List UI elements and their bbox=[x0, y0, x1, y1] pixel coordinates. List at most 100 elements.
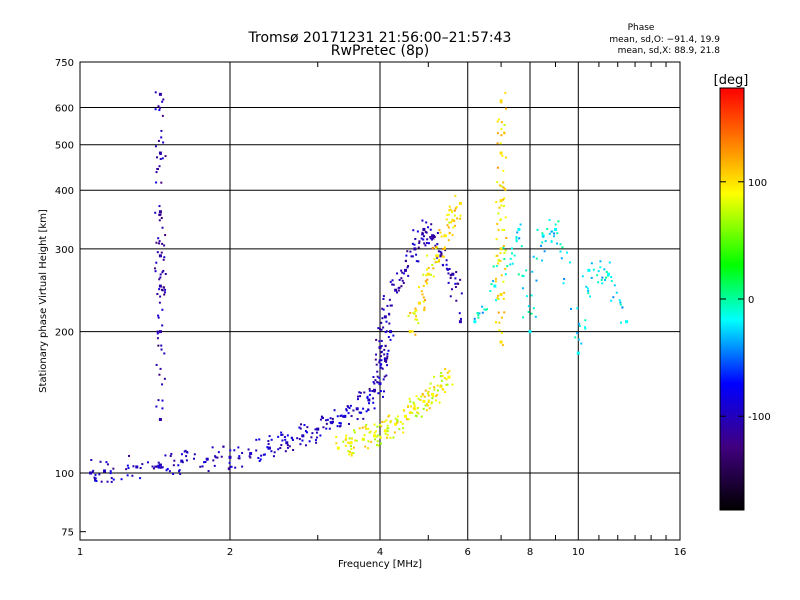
data-point bbox=[379, 442, 382, 445]
data-point bbox=[535, 279, 538, 282]
data-point bbox=[414, 333, 417, 336]
data-point bbox=[495, 265, 498, 268]
data-point bbox=[154, 91, 157, 94]
data-point bbox=[414, 310, 417, 313]
data-point bbox=[522, 275, 525, 278]
data-point bbox=[131, 474, 134, 477]
data-point bbox=[413, 407, 417, 411]
data-point bbox=[389, 280, 392, 283]
data-point bbox=[447, 226, 450, 229]
data-point bbox=[158, 219, 161, 222]
data-point bbox=[367, 447, 370, 450]
data-point bbox=[154, 267, 157, 270]
data-point bbox=[379, 364, 382, 367]
data-point bbox=[241, 451, 244, 454]
data-point bbox=[161, 407, 164, 410]
data-point bbox=[305, 431, 308, 434]
data-point bbox=[416, 407, 419, 410]
data-point bbox=[455, 206, 458, 209]
data-point bbox=[387, 336, 390, 339]
data-point bbox=[584, 327, 587, 330]
data-point bbox=[346, 441, 349, 444]
data-point bbox=[503, 291, 506, 294]
data-point bbox=[373, 407, 376, 410]
data-point bbox=[382, 390, 385, 393]
data-point bbox=[379, 437, 382, 440]
data-point bbox=[329, 417, 332, 420]
data-point bbox=[109, 470, 112, 473]
data-point bbox=[94, 477, 97, 480]
data-point bbox=[433, 386, 436, 389]
data-point bbox=[126, 474, 129, 477]
data-point bbox=[392, 436, 395, 439]
data-point bbox=[550, 240, 553, 243]
data-point bbox=[407, 314, 410, 317]
data-point bbox=[161, 157, 164, 160]
data-point bbox=[376, 434, 379, 437]
colorbar-label: [deg] bbox=[714, 73, 749, 88]
data-point bbox=[368, 402, 371, 405]
data-point bbox=[500, 121, 503, 124]
data-point bbox=[396, 272, 399, 275]
data-point bbox=[478, 312, 481, 315]
data-points bbox=[89, 91, 629, 483]
data-point bbox=[477, 314, 480, 317]
data-point bbox=[415, 395, 418, 398]
data-point bbox=[450, 288, 453, 291]
data-point bbox=[513, 254, 516, 257]
data-point bbox=[388, 322, 391, 325]
data-point bbox=[503, 187, 506, 190]
data-point bbox=[436, 389, 439, 392]
x-tick-label: 16 bbox=[674, 547, 687, 558]
data-point bbox=[421, 219, 424, 222]
data-point bbox=[163, 293, 166, 296]
data-point bbox=[379, 435, 382, 438]
data-point bbox=[427, 226, 430, 229]
data-point bbox=[496, 297, 499, 300]
data-point bbox=[233, 449, 236, 452]
phase-stats-o: mean, sd,O: −91.4, 19.9 bbox=[609, 35, 720, 45]
data-point bbox=[432, 237, 435, 240]
data-point bbox=[433, 258, 436, 261]
data-point bbox=[457, 282, 460, 285]
data-point bbox=[500, 101, 503, 104]
data-point bbox=[375, 353, 378, 356]
data-point bbox=[358, 391, 361, 394]
data-point bbox=[156, 465, 159, 468]
data-point bbox=[163, 377, 166, 380]
data-point bbox=[436, 232, 439, 235]
data-point bbox=[377, 444, 380, 447]
data-point bbox=[494, 277, 497, 280]
data-point bbox=[95, 480, 98, 483]
data-point bbox=[241, 465, 244, 468]
data-point bbox=[160, 466, 163, 469]
data-point bbox=[377, 327, 380, 330]
data-point bbox=[433, 388, 436, 391]
data-point bbox=[186, 451, 189, 454]
data-point bbox=[373, 431, 376, 434]
data-point bbox=[344, 438, 347, 441]
data-point bbox=[238, 455, 241, 458]
data-point bbox=[509, 263, 512, 266]
data-point bbox=[319, 434, 322, 437]
data-point bbox=[495, 201, 498, 204]
data-point bbox=[164, 155, 167, 158]
data-point bbox=[431, 264, 434, 267]
data-point bbox=[364, 425, 367, 428]
data-point bbox=[499, 252, 502, 255]
data-point bbox=[159, 276, 162, 279]
data-point bbox=[373, 438, 376, 441]
data-point bbox=[372, 401, 375, 404]
data-point bbox=[255, 438, 258, 441]
phase-stats-title: Phase bbox=[628, 23, 655, 33]
data-point bbox=[449, 208, 452, 211]
y-tick-label: 600 bbox=[55, 104, 74, 115]
data-point bbox=[396, 291, 399, 294]
data-point bbox=[608, 261, 611, 264]
data-point bbox=[411, 330, 414, 333]
data-point bbox=[621, 306, 624, 309]
data-point bbox=[156, 332, 159, 335]
data-point bbox=[496, 132, 499, 135]
data-point bbox=[499, 292, 503, 296]
data-point bbox=[504, 267, 507, 270]
